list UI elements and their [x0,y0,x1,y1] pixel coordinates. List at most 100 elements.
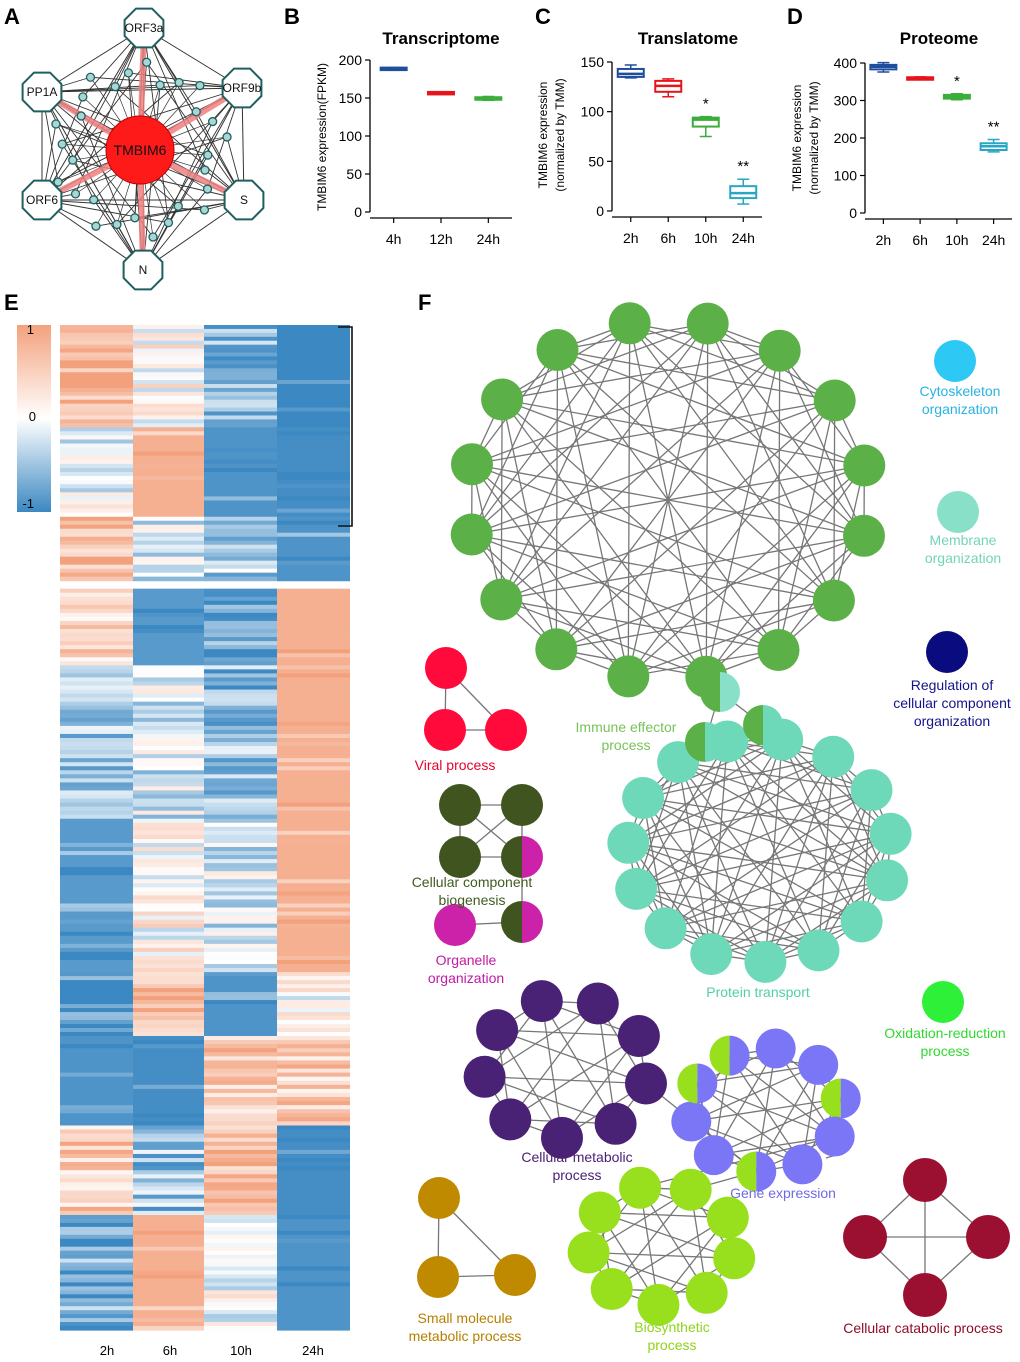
enrichment-edge [727,740,872,791]
label-immune: Immune effector [576,719,677,735]
heatmap-cell [133,879,204,884]
heatmap-cell [277,1206,350,1212]
heatmap-cell [133,348,204,354]
y-tick-label: 0 [354,204,362,220]
heatmap-cell [60,471,133,477]
term-node [425,647,467,689]
heatmap-cell [60,992,133,997]
heatmap-cell [60,620,133,626]
heatmap-cell [277,1060,350,1066]
heatmap-cell [60,556,133,562]
ppi-small-node [123,68,134,78]
heatmap-cell [277,376,350,381]
heatmap-cell [204,669,277,675]
heatmap-cell [60,955,133,961]
heatmap-cell [204,895,277,901]
colorbar-mid-label: 0 [29,409,36,424]
label-oxidation: process [920,1043,969,1059]
heatmap-cell [277,802,350,808]
heatmap-cell [204,988,277,993]
heatmap-cell [133,1202,204,1208]
heatmap-cell [204,616,277,622]
heatmap-cell [204,1266,277,1272]
heatmap-cell [277,1238,350,1244]
heatmap-cell [60,1210,133,1216]
heatmap-cell [204,376,277,381]
heatmap-cell [133,1242,204,1248]
heatmap-cell [204,612,277,618]
label-cellular-metabolic: Cellular metabolic [521,1149,632,1165]
heatmap-cell [133,325,204,330]
term-node [541,1116,583,1159]
heatmap-cell [60,875,133,880]
heatmap-cell [277,1016,350,1021]
heatmap-cell [60,637,133,642]
heatmap-cell [277,810,350,816]
enrichment-edge [501,598,707,678]
term-node [644,907,687,950]
heatmap-cell [204,1145,277,1151]
heatmap-cell [204,972,277,977]
heatmap-cell [204,943,277,949]
heatmap-cell [277,1064,350,1070]
heatmap-cell [204,1133,277,1139]
term-node-slice [677,1063,698,1104]
heatmap-cell [133,1310,204,1315]
ppi-viral-protein-label: ORF9b [223,81,262,95]
y-tick-label: 100 [581,104,605,120]
heatmap-cell [60,1194,133,1200]
heatmap-cell [277,754,350,759]
heatmap-cell [277,463,350,469]
heatmap-cell [60,1302,133,1307]
heatmap-cell [204,778,277,783]
heatmap-cell [60,459,133,465]
heatmap-cell [60,830,133,836]
heatmap-cell [60,1262,133,1268]
heatmap-cell [277,395,350,401]
heatmap-cell [60,1105,133,1110]
heatmap-cell [60,1190,133,1196]
heatmap-cell [204,500,277,506]
heatmap-cell [133,859,204,864]
heatmap-cell [204,504,277,510]
heatmap-cell [133,1121,204,1127]
heatmap-cell [133,786,204,792]
heatmap-cell [204,1210,277,1216]
heatmap-cell [277,604,350,610]
heatmap-cell [277,733,350,739]
heatmap-cell [60,802,133,808]
heatmap-cell [204,1274,277,1280]
heatmap-cell [277,653,350,658]
term-node [594,1102,637,1145]
heatmap-cell [133,596,204,602]
heatmap-cell [60,1056,133,1062]
heatmap-cell [133,1113,204,1118]
heatmap-cell [204,536,277,542]
heatmap-cell [60,1149,133,1155]
heatmap-cell [204,959,277,965]
term-node [922,981,964,1023]
heatmap-cell [60,1314,133,1319]
heatmap-cell [60,951,133,957]
enrichment-edge [629,322,865,537]
heatmap-cell [277,328,350,334]
heatmap-cell [277,520,350,526]
term-node [706,1196,749,1239]
heatmap-cell [60,1174,133,1179]
term-node [434,904,476,946]
enrichment-edge [642,797,766,963]
enrichment-edge [677,761,888,881]
heatmap-cell [204,1056,277,1062]
heatmap-cell [133,1294,204,1299]
heatmap-cell [133,332,204,338]
heatmap-cell [204,637,277,642]
heatmap-cell [133,980,204,985]
colorbar-max-label: 1 [27,322,34,337]
heatmap-cell [60,512,133,518]
heatmap-cell [277,959,350,965]
heatmap-cell [204,661,277,666]
heatmap-cell [60,972,133,977]
heatmap-cell [277,451,350,457]
heatmap-cell [60,657,133,662]
heatmap-cell [277,476,350,481]
